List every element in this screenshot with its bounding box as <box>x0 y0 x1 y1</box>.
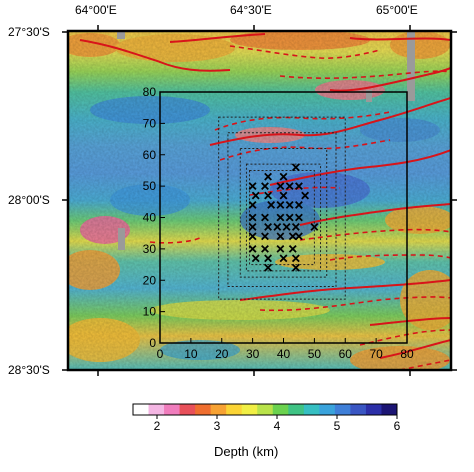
station-marker <box>248 244 257 253</box>
frame-ticks <box>62 25 457 376</box>
station-marker <box>248 213 257 222</box>
station-marker <box>276 182 285 191</box>
station-marker <box>288 244 297 253</box>
x-tick-label: 40 <box>277 347 291 361</box>
lat-label-28-00: 28°00'S <box>8 193 50 207</box>
station-marker <box>291 254 300 263</box>
station-marker <box>291 163 300 172</box>
station-marker <box>276 232 285 241</box>
station-marker <box>282 222 291 231</box>
colorbar-tick-label: 4 <box>273 419 281 433</box>
station-marker <box>295 232 303 241</box>
station-marker <box>291 263 300 272</box>
station-marker <box>248 182 257 191</box>
station-marker <box>310 222 319 231</box>
x-tick-label: 0 <box>157 347 164 361</box>
x-tick-label: 30 <box>246 347 260 361</box>
nested-box-1 <box>227 132 337 288</box>
x-tick-label: 70 <box>369 347 383 361</box>
colorbar-tick-label: 5 <box>333 419 341 433</box>
station-marker <box>295 182 303 191</box>
colorbar-tick-label: 6 <box>393 419 401 433</box>
y-tick-label: 70 <box>143 116 157 130</box>
station-marker <box>267 201 276 209</box>
y-tick-label: 60 <box>143 148 157 162</box>
no-data-patches <box>117 31 415 250</box>
station-marker <box>248 222 257 231</box>
station-marker <box>251 191 260 200</box>
colorbar-title: Depth (km) <box>214 444 279 459</box>
study-grid: 0 10 20 30 40 50 60 70 80 0 10 20 30 40 50 60 70 80 <box>143 85 414 361</box>
station-marker <box>291 222 300 231</box>
station-marker <box>279 254 288 263</box>
y-tick-label: 30 <box>143 242 157 256</box>
fault-lines <box>79 33 451 359</box>
lat-label-28-30: 28°30'S <box>8 363 50 377</box>
y-tick-label: 80 <box>143 85 157 99</box>
nested-box-4 <box>249 169 315 266</box>
station-marker <box>301 191 310 200</box>
y-tick-label: 20 <box>143 273 157 287</box>
y-tick-label: 10 <box>143 305 157 319</box>
station-marker <box>264 222 272 231</box>
station-marker <box>295 201 303 209</box>
station-marker <box>295 213 303 222</box>
x-tick-label: 50 <box>308 347 322 361</box>
station-marker <box>273 222 282 231</box>
station-marker <box>276 213 285 222</box>
colorbar-tick-label: 2 <box>153 419 161 433</box>
x-tick-label: 20 <box>215 347 229 361</box>
y-tick-label: 40 <box>143 211 157 225</box>
colorbar-tick-label: 3 <box>213 419 221 433</box>
station-marker <box>261 182 269 191</box>
nested-box-2 <box>239 147 328 278</box>
station-marker <box>261 232 269 241</box>
station-marker <box>251 254 260 263</box>
lon-label-64-30: 64°30'E <box>230 3 272 17</box>
station-marker <box>248 201 257 209</box>
lon-label-64-00: 64°00'E <box>75 3 117 17</box>
nested-box-0 <box>218 116 346 300</box>
station-marker <box>261 244 269 253</box>
y-tick-label: 0 <box>149 336 156 350</box>
station-marker <box>285 182 294 191</box>
lat-label-27-30: 27°30'S <box>8 25 50 39</box>
station-marker <box>285 213 294 222</box>
station-marker <box>264 191 272 200</box>
x-tick-label: 80 <box>400 347 414 361</box>
lon-label-65-00: 65°00'E <box>376 3 418 17</box>
y-tick-label: 50 <box>143 179 157 193</box>
station-marker <box>279 172 288 181</box>
station-marker <box>261 213 269 222</box>
station-marker <box>264 263 272 272</box>
bathymetry-layer <box>68 31 451 370</box>
station-marker <box>279 191 288 200</box>
station-marker <box>264 254 272 263</box>
station-marker <box>248 232 257 241</box>
station-marker <box>276 244 285 253</box>
station-marker <box>285 201 294 209</box>
station-marker <box>288 232 297 241</box>
nested-box-3 <box>245 163 322 272</box>
x-tick-label: 10 <box>184 347 198 361</box>
station-marker <box>276 201 285 209</box>
x-tick-label: 60 <box>339 347 353 361</box>
station-marker <box>264 172 272 181</box>
